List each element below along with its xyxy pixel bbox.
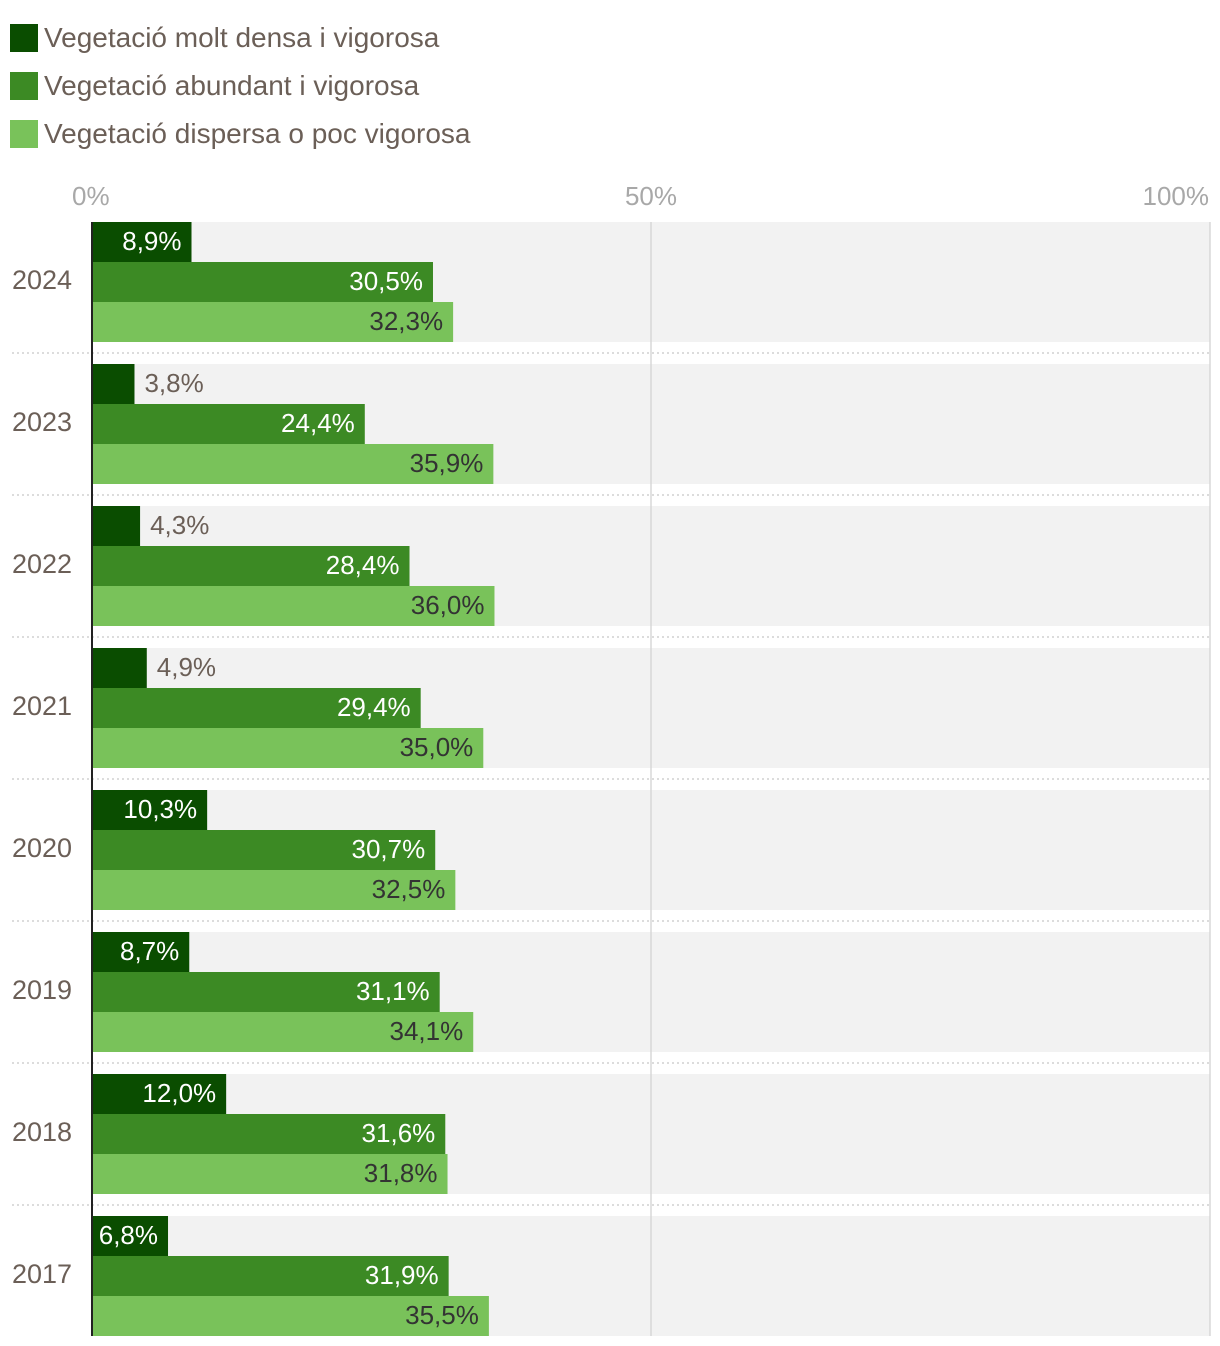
- data-label-2017-series-2: 31,9%: [365, 1260, 439, 1290]
- bar-2020-series-1: [92, 790, 208, 830]
- bar-2018-series-2: [92, 1114, 446, 1154]
- data-label-2024-series-1: 8,9%: [122, 226, 181, 256]
- x-tick-label-0: 0%: [72, 181, 110, 211]
- y-category-label-2020: 2020: [12, 833, 72, 863]
- data-label-2021-series-1: 4,9%: [157, 652, 216, 682]
- data-label-2024-series-2: 30,5%: [349, 266, 423, 296]
- data-label-2018-series-2: 31,6%: [362, 1118, 436, 1148]
- legend-item-dispersa: Vegetació dispersa o poc vigorosa: [10, 110, 471, 158]
- data-label-2020-series-3: 32,5%: [372, 874, 446, 904]
- bar-2018-series-1: [92, 1074, 227, 1114]
- data-label-2020-series-2: 30,7%: [351, 834, 425, 864]
- data-label-2021-series-3: 35,0%: [400, 732, 474, 762]
- data-label-2018-series-3: 31,8%: [364, 1158, 438, 1188]
- bar-2022-series-3: [92, 586, 495, 626]
- bar-2018-series-3: [92, 1154, 448, 1194]
- data-label-2022-series-1: 4,3%: [150, 510, 209, 540]
- bar-2023-series-3: [92, 444, 494, 484]
- x-tick-label-50: 50%: [625, 181, 677, 211]
- data-label-2021-series-2: 29,4%: [337, 692, 411, 722]
- bar-2024-series-2: [92, 262, 433, 302]
- legend-swatch-dispersa: [10, 120, 38, 148]
- bar-2017-series-1: [92, 1216, 169, 1256]
- bar-2020-series-3: [92, 870, 456, 910]
- data-label-2017-series-1: 6,8%: [99, 1220, 158, 1250]
- y-category-label-2023: 2023: [12, 407, 72, 437]
- y-category-label-2017: 2017: [12, 1259, 72, 1289]
- bar-2021-series-3: [92, 728, 484, 768]
- y-category-label-2021: 2021: [12, 691, 72, 721]
- bar-2017-series-2: [92, 1256, 449, 1296]
- legend-label-dispersa: Vegetació dispersa o poc vigorosa: [44, 118, 471, 149]
- data-label-2020-series-1: 10,3%: [123, 794, 197, 824]
- bar-2024-series-1: [92, 222, 192, 262]
- data-label-2019-series-3: 34,1%: [390, 1016, 464, 1046]
- y-category-label-2019: 2019: [12, 975, 72, 1005]
- y-category-label-2024: 2024: [12, 265, 72, 295]
- bar-2021-series-2: [92, 688, 421, 728]
- legend-swatch-molt-densa: [10, 24, 38, 52]
- legend-swatch-abundant: [10, 72, 38, 100]
- y-category-label-2022: 2022: [12, 549, 72, 579]
- data-label-2024-series-3: 32,3%: [369, 306, 443, 336]
- legend-item-molt-densa: Vegetació molt densa i vigorosa: [10, 14, 471, 62]
- bar-2021-series-1: [92, 648, 147, 688]
- bar-2024-series-3: [92, 302, 454, 342]
- chart-legend: Vegetació molt densa i vigorosa Vegetaci…: [10, 14, 471, 158]
- data-label-2023-series-2: 24,4%: [281, 408, 355, 438]
- bar-2019-series-1: [92, 932, 190, 972]
- y-category-label-2018: 2018: [12, 1117, 72, 1147]
- data-label-2017-series-3: 35,5%: [405, 1300, 479, 1330]
- x-tick-label-100: 100%: [1143, 181, 1210, 211]
- legend-label-molt-densa: Vegetació molt densa i vigorosa: [44, 22, 440, 53]
- bar-2022-series-1: [92, 506, 141, 546]
- bar-2023-series-1: [92, 364, 135, 404]
- data-label-2019-series-2: 31,1%: [356, 976, 430, 1006]
- data-label-2019-series-1: 8,7%: [120, 936, 179, 966]
- bar-2020-series-2: [92, 830, 436, 870]
- bar-2017-series-3: [92, 1296, 489, 1336]
- bar-2023-series-2: [92, 404, 365, 444]
- bar-2022-series-2: [92, 546, 410, 586]
- data-label-2022-series-3: 36,0%: [411, 590, 485, 620]
- bar-2019-series-3: [92, 1012, 474, 1052]
- data-label-2022-series-2: 28,4%: [326, 550, 400, 580]
- bar-2019-series-2: [92, 972, 440, 1012]
- legend-item-abundant: Vegetació abundant i vigorosa: [10, 62, 471, 110]
- data-label-2018-series-1: 12,0%: [142, 1078, 216, 1108]
- data-label-2023-series-1: 3,8%: [144, 368, 203, 398]
- data-label-2023-series-3: 35,9%: [410, 448, 484, 478]
- legend-label-abundant: Vegetació abundant i vigorosa: [44, 70, 420, 101]
